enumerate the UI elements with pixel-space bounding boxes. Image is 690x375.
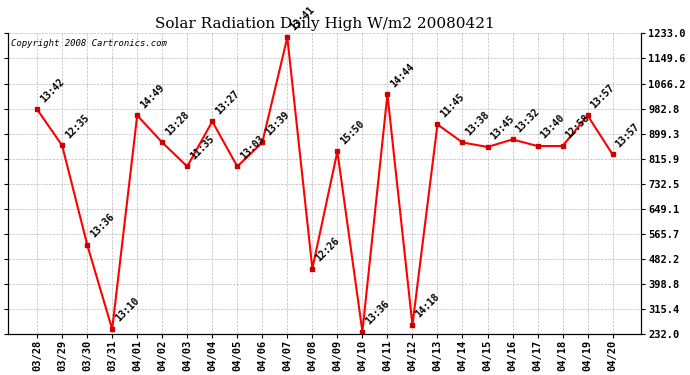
Text: 13:36: 13:36 bbox=[364, 298, 391, 326]
Title: Solar Radiation Daily High W/m2 20080421: Solar Radiation Daily High W/m2 20080421 bbox=[155, 17, 495, 31]
Text: 13:39: 13:39 bbox=[264, 109, 291, 137]
Text: 14:44: 14:44 bbox=[388, 61, 417, 89]
Text: 13:57: 13:57 bbox=[614, 121, 642, 149]
Text: 13:10: 13:10 bbox=[113, 296, 141, 324]
Text: 13:40: 13:40 bbox=[539, 113, 566, 141]
Text: Copyright 2008 Cartronics.com: Copyright 2008 Cartronics.com bbox=[12, 39, 168, 48]
Text: 12:35: 12:35 bbox=[63, 112, 91, 140]
Text: 13:42: 13:42 bbox=[39, 76, 66, 104]
Text: 11:45: 11:45 bbox=[439, 91, 466, 119]
Text: 12:58: 12:58 bbox=[564, 113, 591, 141]
Text: 13:41: 13:41 bbox=[288, 4, 317, 32]
Text: 14:49: 14:49 bbox=[139, 82, 166, 110]
Text: 13:38: 13:38 bbox=[464, 109, 491, 137]
Text: 12:26: 12:26 bbox=[313, 236, 342, 263]
Text: 13:36: 13:36 bbox=[88, 211, 116, 239]
Text: 13:27: 13:27 bbox=[213, 88, 242, 116]
Text: 13:57: 13:57 bbox=[589, 82, 617, 110]
Text: 15:50: 15:50 bbox=[339, 118, 366, 146]
Text: 13:45: 13:45 bbox=[489, 114, 517, 141]
Text: 14:18: 14:18 bbox=[414, 292, 442, 320]
Text: 13:03: 13:03 bbox=[239, 133, 266, 161]
Text: 13:32: 13:32 bbox=[514, 106, 542, 134]
Text: 13:28: 13:28 bbox=[164, 109, 191, 137]
Text: 11:35: 11:35 bbox=[188, 133, 217, 161]
